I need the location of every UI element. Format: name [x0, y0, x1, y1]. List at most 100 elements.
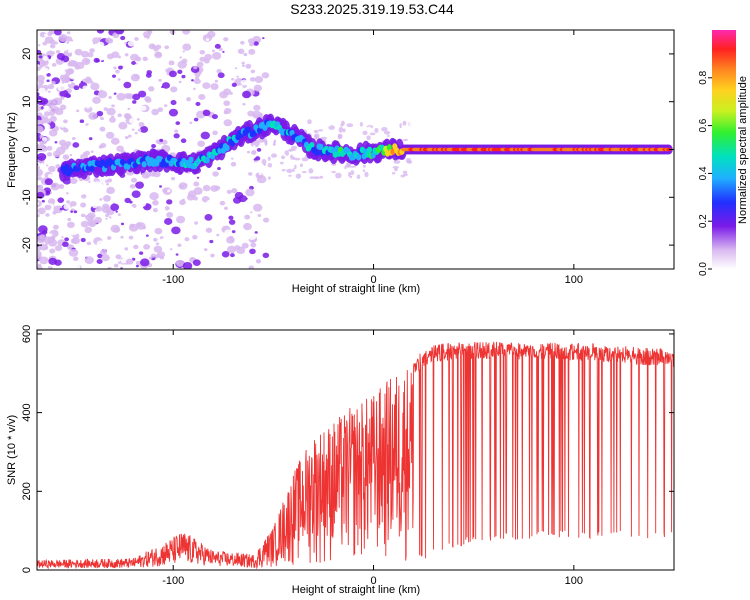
ridge-point: [166, 154, 173, 161]
noise-speckle: [186, 97, 192, 102]
noise-speckle: [255, 259, 262, 264]
noise-speckle: [267, 162, 273, 168]
noise-speckle: [154, 227, 163, 235]
noise-speckle: [292, 152, 299, 157]
noise-speckle: [111, 104, 115, 108]
noise-speckle: [96, 110, 104, 117]
noise-speckle: [69, 73, 77, 80]
noise-speckle: [49, 248, 56, 254]
snr-series-line: [37, 341, 674, 570]
noise-speckle: [151, 144, 156, 149]
noise-speckle: [202, 109, 211, 117]
noise-speckle: [227, 245, 237, 254]
noise-speckle: [231, 188, 238, 194]
noise-speckle: [61, 75, 71, 84]
noise-speckle: [105, 37, 112, 43]
noise-speckle: [279, 161, 284, 165]
noise-speckle: [208, 90, 216, 97]
spectrogram-x-axis-label: Height of straight line (km): [292, 283, 420, 295]
noise-speckle: [84, 226, 93, 234]
noise-speckle: [37, 255, 43, 260]
noise-speckle: [124, 53, 129, 57]
noise-speckle: [308, 168, 314, 174]
noise-speckle: [228, 215, 234, 220]
colorbar-label: Normalized spectral amplitude: [737, 76, 749, 224]
noise-speckle: [147, 30, 153, 35]
noise-speckle: [144, 96, 151, 102]
noise-speckle: [251, 110, 262, 119]
noise-speckle: [253, 160, 258, 163]
noise-speckle: [231, 87, 239, 94]
y-tick-label: 200: [21, 482, 33, 500]
noise-speckle: [129, 117, 137, 124]
ridge-point: [64, 163, 70, 171]
noise-speckle: [164, 206, 170, 211]
noise-speckle: [295, 173, 302, 179]
noise-speckle: [196, 176, 200, 179]
colorbar-gradient: [712, 30, 736, 269]
noise-speckle: [294, 164, 297, 170]
noise-speckle: [178, 80, 182, 84]
noise-speckle: [408, 122, 415, 129]
noise-speckle: [224, 229, 232, 236]
noise-speckle: [100, 249, 108, 256]
noise-speckle: [160, 237, 170, 246]
noise-speckle: [115, 30, 125, 35]
noise-speckle: [244, 214, 251, 220]
ridge-point: [262, 124, 268, 131]
noise-speckle: [117, 213, 121, 216]
noise-speckle: [253, 84, 262, 92]
noise-speckle: [231, 82, 237, 88]
noise-speckle: [45, 213, 50, 217]
noise-speckle: [248, 172, 253, 176]
noise-speckle: [281, 169, 286, 172]
noise-speckle: [131, 128, 135, 131]
noise-speckle: [108, 216, 112, 219]
noise-speckle: [62, 241, 69, 248]
noise-speckle: [127, 40, 135, 47]
noise-speckle: [292, 168, 295, 172]
noise-speckle: [92, 181, 102, 189]
noise-speckle: [361, 137, 365, 143]
noise-speckle: [68, 82, 72, 85]
noise-speckle: [166, 199, 173, 205]
noise-speckle: [221, 59, 232, 68]
noise-speckle: [97, 253, 103, 259]
noise-speckle: [56, 52, 66, 60]
noise-speckle: [245, 197, 248, 200]
noise-speckle: [132, 93, 141, 101]
noise-speckle: [95, 131, 100, 135]
noise-speckle: [262, 37, 265, 40]
noise-speckle: [66, 68, 75, 75]
noise-speckle: [141, 225, 146, 230]
noise-speckle: [378, 174, 383, 179]
noise-speckle: [204, 214, 213, 221]
noise-speckle: [281, 155, 286, 160]
noise-speckle: [286, 168, 293, 173]
noise-speckle: [340, 123, 344, 127]
noise-speckle: [64, 237, 69, 242]
noise-speckle: [54, 230, 58, 233]
noise-speckle: [170, 100, 177, 106]
noise-speckle: [394, 167, 398, 172]
noise-speckle: [85, 76, 92, 82]
noise-speckle: [135, 260, 141, 265]
noise-speckle: [299, 163, 303, 168]
noise-speckle: [145, 174, 150, 178]
noise-speckle: [405, 157, 412, 164]
noise-speckle: [236, 111, 245, 119]
noise-speckle: [66, 200, 71, 204]
colorbar-tick-label: 0.4: [698, 166, 709, 180]
noise-speckle: [124, 93, 132, 100]
noise-speckle: [106, 73, 111, 77]
noise-speckle: [232, 117, 237, 122]
noise-speckle: [105, 46, 113, 54]
noise-speckle: [230, 253, 235, 258]
noise-speckle: [189, 121, 193, 125]
noise-speckle: [205, 227, 213, 233]
noise-speckle: [55, 50, 61, 54]
noise-speckle: [84, 150, 91, 156]
noise-speckle: [241, 64, 245, 67]
noise-speckle: [138, 251, 144, 255]
